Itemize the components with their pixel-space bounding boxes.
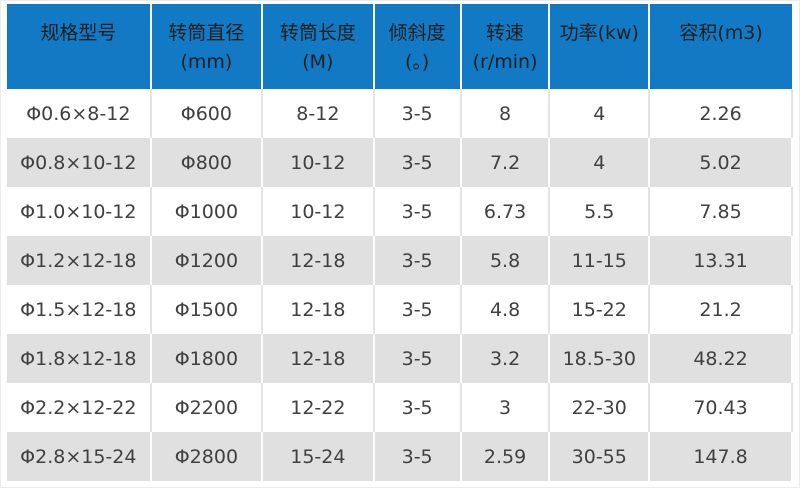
table-cell: 4 [549,138,651,187]
table-cell: 7.85 [649,187,793,236]
table-cell: 3-5 [373,383,462,432]
table-cell: 12-18 [262,334,375,383]
table-cell: 147.8 [649,432,793,481]
table-cell: Φ2.8×15-24 [7,432,152,481]
column-header-unit: (。) [404,51,430,73]
column-header-label: 容积(m3) [679,22,763,44]
table-cell: 5.5 [549,187,651,236]
column-header-label: 转筒直径 [168,22,245,44]
table-cell: 6.73 [460,187,551,236]
table-cell: Φ2200 [150,383,264,432]
table-cell: 15-22 [549,285,651,334]
table-cell: Φ800 [150,138,264,187]
table-cell: 30-55 [549,432,651,481]
header-row: 规格型号 转筒直径 (mm) 转筒长度 (M) 倾斜度 (。) 转速 (r [7,4,792,89]
table-row: Φ1.8×12-18 Φ1800 12-18 3-5 3.2 18.5-30 48.22 [7,334,793,383]
column-header-rotation-speed: 转速 (r/min) [460,4,551,89]
table-cell: Φ2800 [150,432,264,481]
table-cell: Φ1000 [150,187,264,236]
column-header-inclination: 倾斜度 (。) [373,4,462,89]
table-cell: 10-12 [262,138,375,187]
table-cell: 12-18 [262,285,375,334]
column-header-drum-diameter: 转筒直径 (mm) [150,4,264,89]
table-cell: Φ1.2×12-18 [7,236,152,285]
table-cell: 15-24 [262,432,375,481]
table-row: Φ0.6×8-12 Φ600 8-12 3-5 8 4 2.26 [7,89,793,138]
table-cell: 3-5 [373,432,462,481]
table-cell: 2.59 [460,432,551,481]
table-cell: Φ0.6×8-12 [7,89,152,138]
table-cell: 48.22 [649,334,793,383]
table-cell: 10-12 [262,187,375,236]
table-row: Φ0.8×10-12 Φ800 10-12 3-5 7.2 4 5.02 [7,138,793,187]
table-cell: 5.02 [649,138,793,187]
table-cell: Φ1800 [150,334,264,383]
table-row: Φ2.2×12-22 Φ2200 12-22 3-5 3 22-30 70.43 [7,383,793,432]
table-cell: 5.8 [460,236,551,285]
table-cell: Φ1200 [150,236,264,285]
table-cell: Φ2.2×12-22 [7,383,152,432]
column-header-label: 转速 [486,22,525,44]
column-header-volume: 容积(m3) [649,4,792,89]
table-cell: 11-15 [549,236,651,285]
spec-table-header: 规格型号 转筒直径 (mm) 转筒长度 (M) 倾斜度 (。) 转速 (r [7,4,792,89]
table-cell: Φ1.5×12-18 [7,285,152,334]
column-header-power: 功率(kw) [549,4,651,89]
column-header-unit: (r/min) [472,51,538,73]
table-cell: 4.8 [460,285,551,334]
table-cell: 3-5 [373,285,462,334]
table-row: Φ1.2×12-18 Φ1200 12-18 3-5 5.8 11-15 13.31 [7,236,793,285]
table-cell: 13.31 [649,236,793,285]
column-header-unit: (mm) [180,51,233,73]
table-cell: 3-5 [373,89,462,138]
table-row: Φ1.5×12-18 Φ1500 12-18 3-5 4.8 15-22 21.2 [7,285,793,334]
table-cell: Φ600 [150,89,264,138]
column-header-label: 功率(kw) [559,22,639,44]
column-header-label: 倾斜度 [388,22,446,44]
column-header-label: 转筒长度 [279,22,356,44]
column-header-drum-length: 转筒长度 (M) [262,4,375,89]
table-row: Φ1.0×10-12 Φ1000 10-12 3-5 6.73 5.5 7.85 [7,187,793,236]
column-header-model: 规格型号 [7,4,152,89]
table-cell: 3-5 [373,138,462,187]
table-cell: 22-30 [549,383,651,432]
column-header-label: 规格型号 [40,22,117,44]
table-cell: 12-18 [262,236,375,285]
table-cell: 3-5 [373,236,462,285]
table-cell: 7.2 [460,138,551,187]
table-cell: 3.2 [460,334,551,383]
table-cell: 2.26 [649,89,793,138]
table-cell: 18.5-30 [549,334,651,383]
spec-table: 规格型号 转筒直径 (mm) 转筒长度 (M) 倾斜度 (。) 转速 (r [7,4,793,481]
table-cell: 4 [549,89,651,138]
table-cell: Φ1.8×12-18 [7,334,152,383]
table-cell: 12-22 [262,383,375,432]
table-row: Φ2.8×15-24 Φ2800 15-24 3-5 2.59 30-55 147.8 [7,432,793,481]
table-cell: 8-12 [262,89,375,138]
table-cell: Φ1.0×10-12 [7,187,152,236]
table-cell: Φ1500 [150,285,264,334]
table-cell: 21.2 [649,285,793,334]
table-cell: 3-5 [373,187,462,236]
table-cell: 8 [460,89,551,138]
spec-table-body: Φ0.6×8-12 Φ600 8-12 3-5 8 4 2.26 Φ0.8×10-12 Φ800… [7,89,793,481]
table-cell: 3-5 [373,334,462,383]
table-cell: 3 [460,383,551,432]
column-header-unit: (M) [302,51,334,73]
table-cell: Φ0.8×10-12 [7,138,152,187]
table-cell: 70.43 [649,383,793,432]
